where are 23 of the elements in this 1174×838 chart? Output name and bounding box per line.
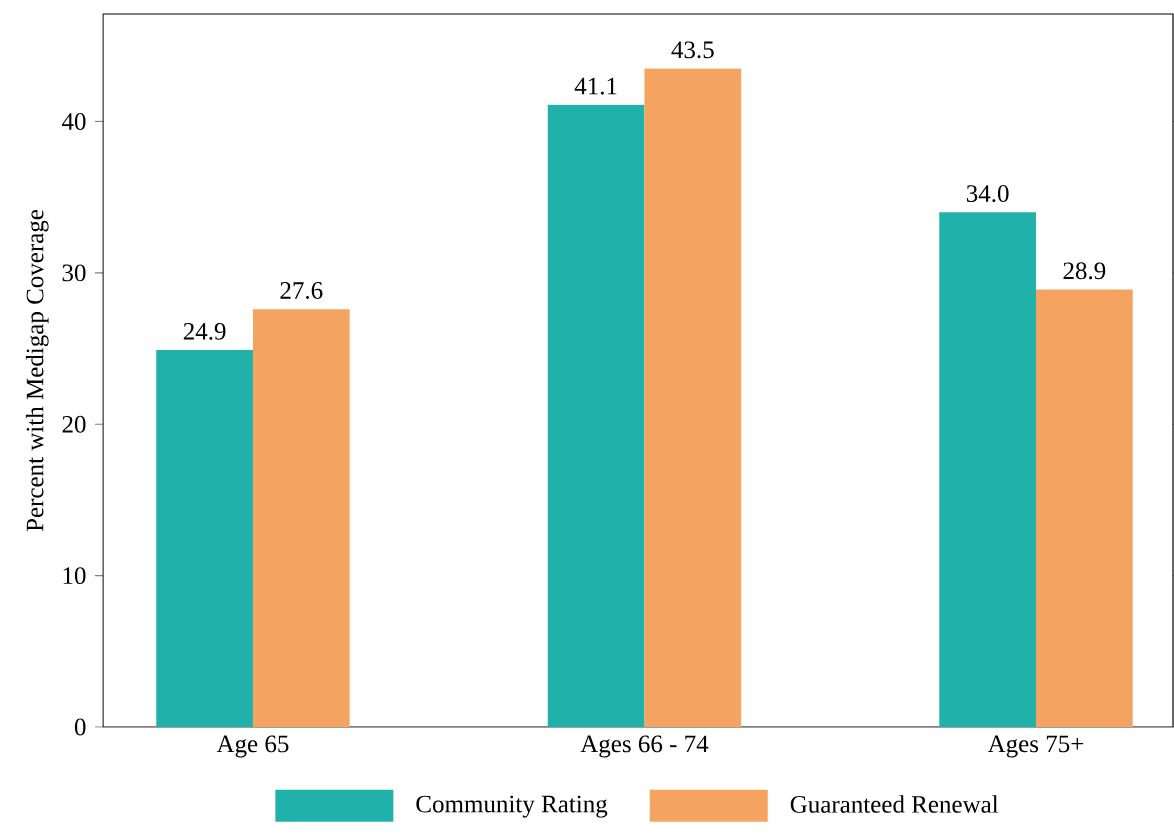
bar <box>252 309 350 727</box>
data-label: 41.1 <box>574 77 617 95</box>
data-label: 27.6 <box>280 282 323 299</box>
data-label: 34.0 <box>966 185 1009 203</box>
data-label: 28.9 <box>1063 262 1106 280</box>
data-label: 43.5 <box>671 41 714 59</box>
bar <box>644 68 742 727</box>
y-tick-label: 30 <box>62 264 86 282</box>
legend-label: Guaranteed Renewal <box>790 795 999 813</box>
legend-label: Community Rating <box>416 795 608 818</box>
y-tick-label: 20 <box>62 415 86 433</box>
x-tick-label: Ages 66 - 74 <box>580 735 709 758</box>
y-tick-label: 0 <box>74 718 86 736</box>
bar <box>939 212 1036 727</box>
y-tick-label: 10 <box>63 567 86 585</box>
x-tick-label: Ages 75+ <box>987 735 1084 758</box>
x-tick-label: Age 65 <box>216 735 289 758</box>
y-axis-title: Percent with Medigap Coverage <box>25 209 49 532</box>
bar <box>156 350 253 727</box>
bar <box>547 104 645 727</box>
bar <box>1035 289 1133 727</box>
y-tick-label: 40 <box>61 113 86 130</box>
data-label: 24.9 <box>183 322 226 340</box>
